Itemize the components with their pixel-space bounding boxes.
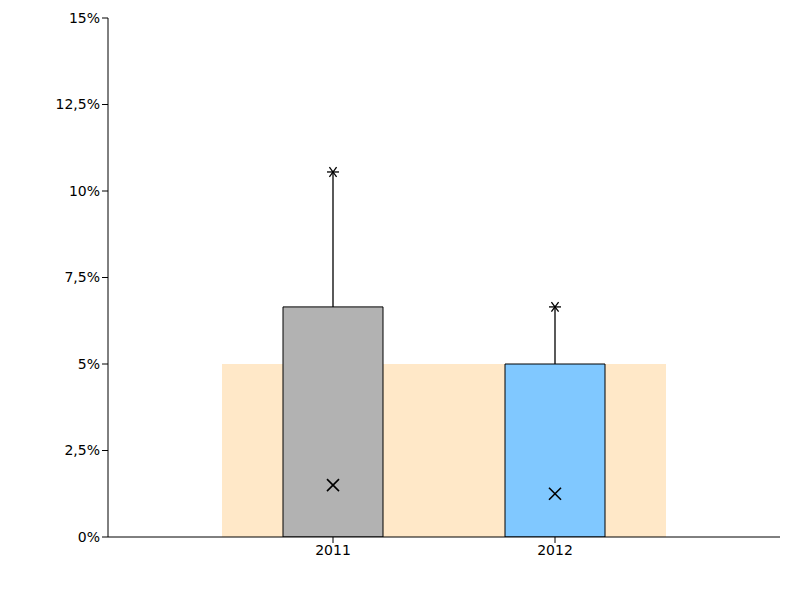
- svg-text:2011: 2011: [315, 542, 351, 558]
- svg-text:0%: 0%: [78, 529, 100, 545]
- svg-text:10%: 10%: [69, 183, 100, 199]
- svg-text:2012: 2012: [537, 542, 573, 558]
- svg-text:2,5%: 2,5%: [64, 442, 100, 458]
- svg-text:5%: 5%: [78, 356, 100, 372]
- svg-text:12,5%: 12,5%: [56, 96, 100, 112]
- svg-text:15%: 15%: [69, 10, 100, 26]
- svg-text:7,5%: 7,5%: [64, 269, 100, 285]
